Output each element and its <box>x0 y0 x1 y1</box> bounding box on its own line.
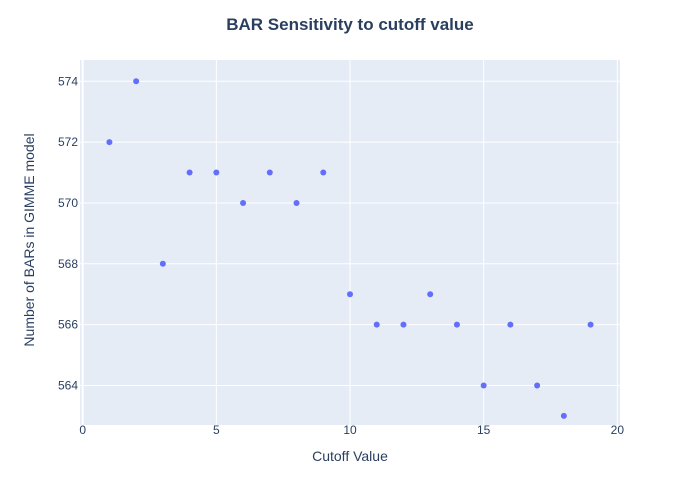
data-point[interactable] <box>347 291 353 298</box>
chart-title: BAR Sensitivity to cutoff value <box>226 15 473 34</box>
x-tick-label: 10 <box>343 423 357 437</box>
data-point[interactable] <box>293 199 300 206</box>
x-axis-label: Cutoff Value <box>312 448 388 464</box>
y-tick-label: 570 <box>58 196 78 210</box>
data-point[interactable] <box>320 169 327 176</box>
data-point[interactable] <box>373 321 380 328</box>
data-point[interactable] <box>400 321 407 328</box>
y-axis-label: Number of BARs in GIMME model <box>21 133 37 346</box>
y-tick-label: 572 <box>58 135 78 149</box>
y-tick-label: 564 <box>58 378 78 392</box>
data-point[interactable] <box>507 321 514 328</box>
data-point[interactable] <box>186 169 193 176</box>
x-tick-label: 15 <box>477 423 491 437</box>
data-point[interactable] <box>480 382 487 389</box>
data-point[interactable] <box>106 139 113 146</box>
tick-labels: 564 566 568 570 572 574 0 5 10 15 20 <box>58 74 624 437</box>
x-tick-label: 0 <box>79 423 86 437</box>
y-tick-label: 568 <box>58 257 78 271</box>
data-point[interactable] <box>534 382 541 389</box>
data-point[interactable] <box>266 169 273 176</box>
data-point[interactable] <box>427 291 434 298</box>
data-point[interactable] <box>133 78 140 85</box>
data-point[interactable] <box>159 260 166 267</box>
y-tick-label: 566 <box>58 318 78 332</box>
data-point[interactable] <box>213 169 220 176</box>
data-points <box>106 78 594 419</box>
data-point[interactable] <box>240 199 247 206</box>
data-point[interactable] <box>560 412 567 419</box>
gridlines <box>80 60 620 425</box>
data-point[interactable] <box>453 321 460 328</box>
x-tick-label: 20 <box>611 423 625 437</box>
data-point[interactable] <box>587 321 594 328</box>
y-tick-label: 574 <box>58 74 78 88</box>
x-tick-label: 5 <box>213 423 220 437</box>
